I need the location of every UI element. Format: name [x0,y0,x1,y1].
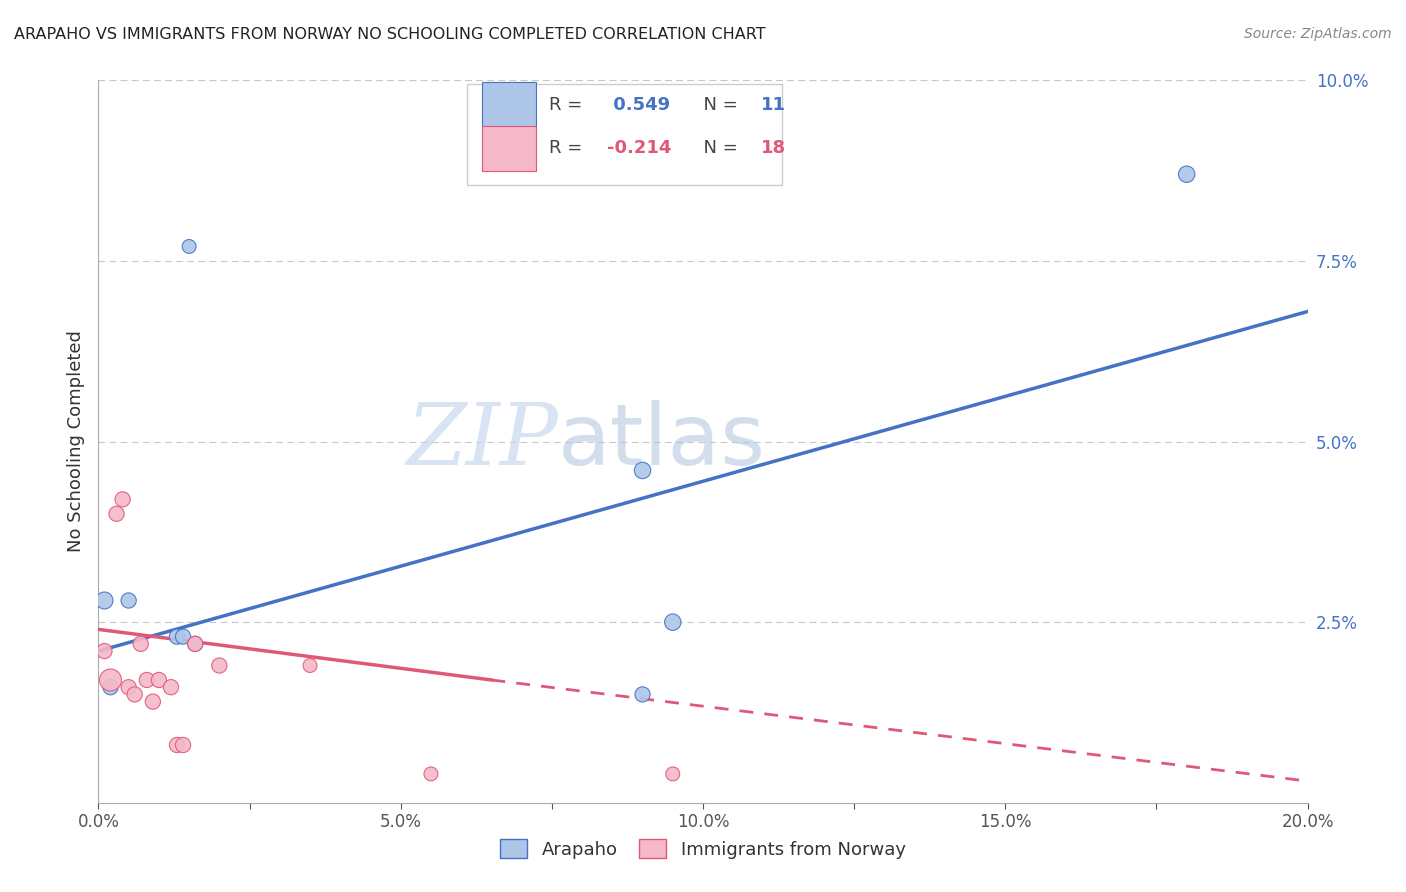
Point [661,767,683,781]
Y-axis label: No Schooling Completed: No Schooling Completed [66,331,84,552]
Text: 0.549: 0.549 [607,95,671,114]
Text: N =: N = [692,95,744,114]
Point [299,658,322,673]
Point [184,637,207,651]
Text: R =: R = [550,139,589,157]
Point [160,680,183,694]
Point [661,615,683,630]
Point [166,630,188,644]
Point [179,239,201,253]
Text: ARAPAHO VS IMMIGRANTS FROM NORWAY NO SCHOOLING COMPLETED CORRELATION CHART: ARAPAHO VS IMMIGRANTS FROM NORWAY NO SCH… [14,27,766,42]
Point [172,630,194,644]
Text: atlas: atlas [558,400,766,483]
Point [172,738,194,752]
Point [129,637,152,651]
FancyBboxPatch shape [482,82,536,128]
Point [118,680,141,694]
Point [93,593,115,607]
Legend: Arapaho, Immigrants from Norway: Arapaho, Immigrants from Norway [494,832,912,866]
Point [135,673,157,687]
Point [184,637,207,651]
FancyBboxPatch shape [467,84,782,185]
Point [142,695,165,709]
Point [100,680,122,694]
Point [111,492,134,507]
Point [1175,167,1198,181]
Text: -0.214: -0.214 [607,139,672,157]
Text: ZIP: ZIP [406,401,558,483]
Text: 18: 18 [761,139,786,157]
Point [631,687,654,701]
Text: N =: N = [692,139,744,157]
Point [93,644,115,658]
Point [105,507,128,521]
Point [100,673,122,687]
Point [166,738,188,752]
Point [208,658,231,673]
Text: Source: ZipAtlas.com: Source: ZipAtlas.com [1244,27,1392,41]
Point [148,673,170,687]
FancyBboxPatch shape [482,126,536,170]
Point [124,687,146,701]
Text: 11: 11 [761,95,786,114]
Point [631,463,654,477]
Text: R =: R = [550,95,589,114]
Point [420,767,443,781]
Point [118,593,141,607]
